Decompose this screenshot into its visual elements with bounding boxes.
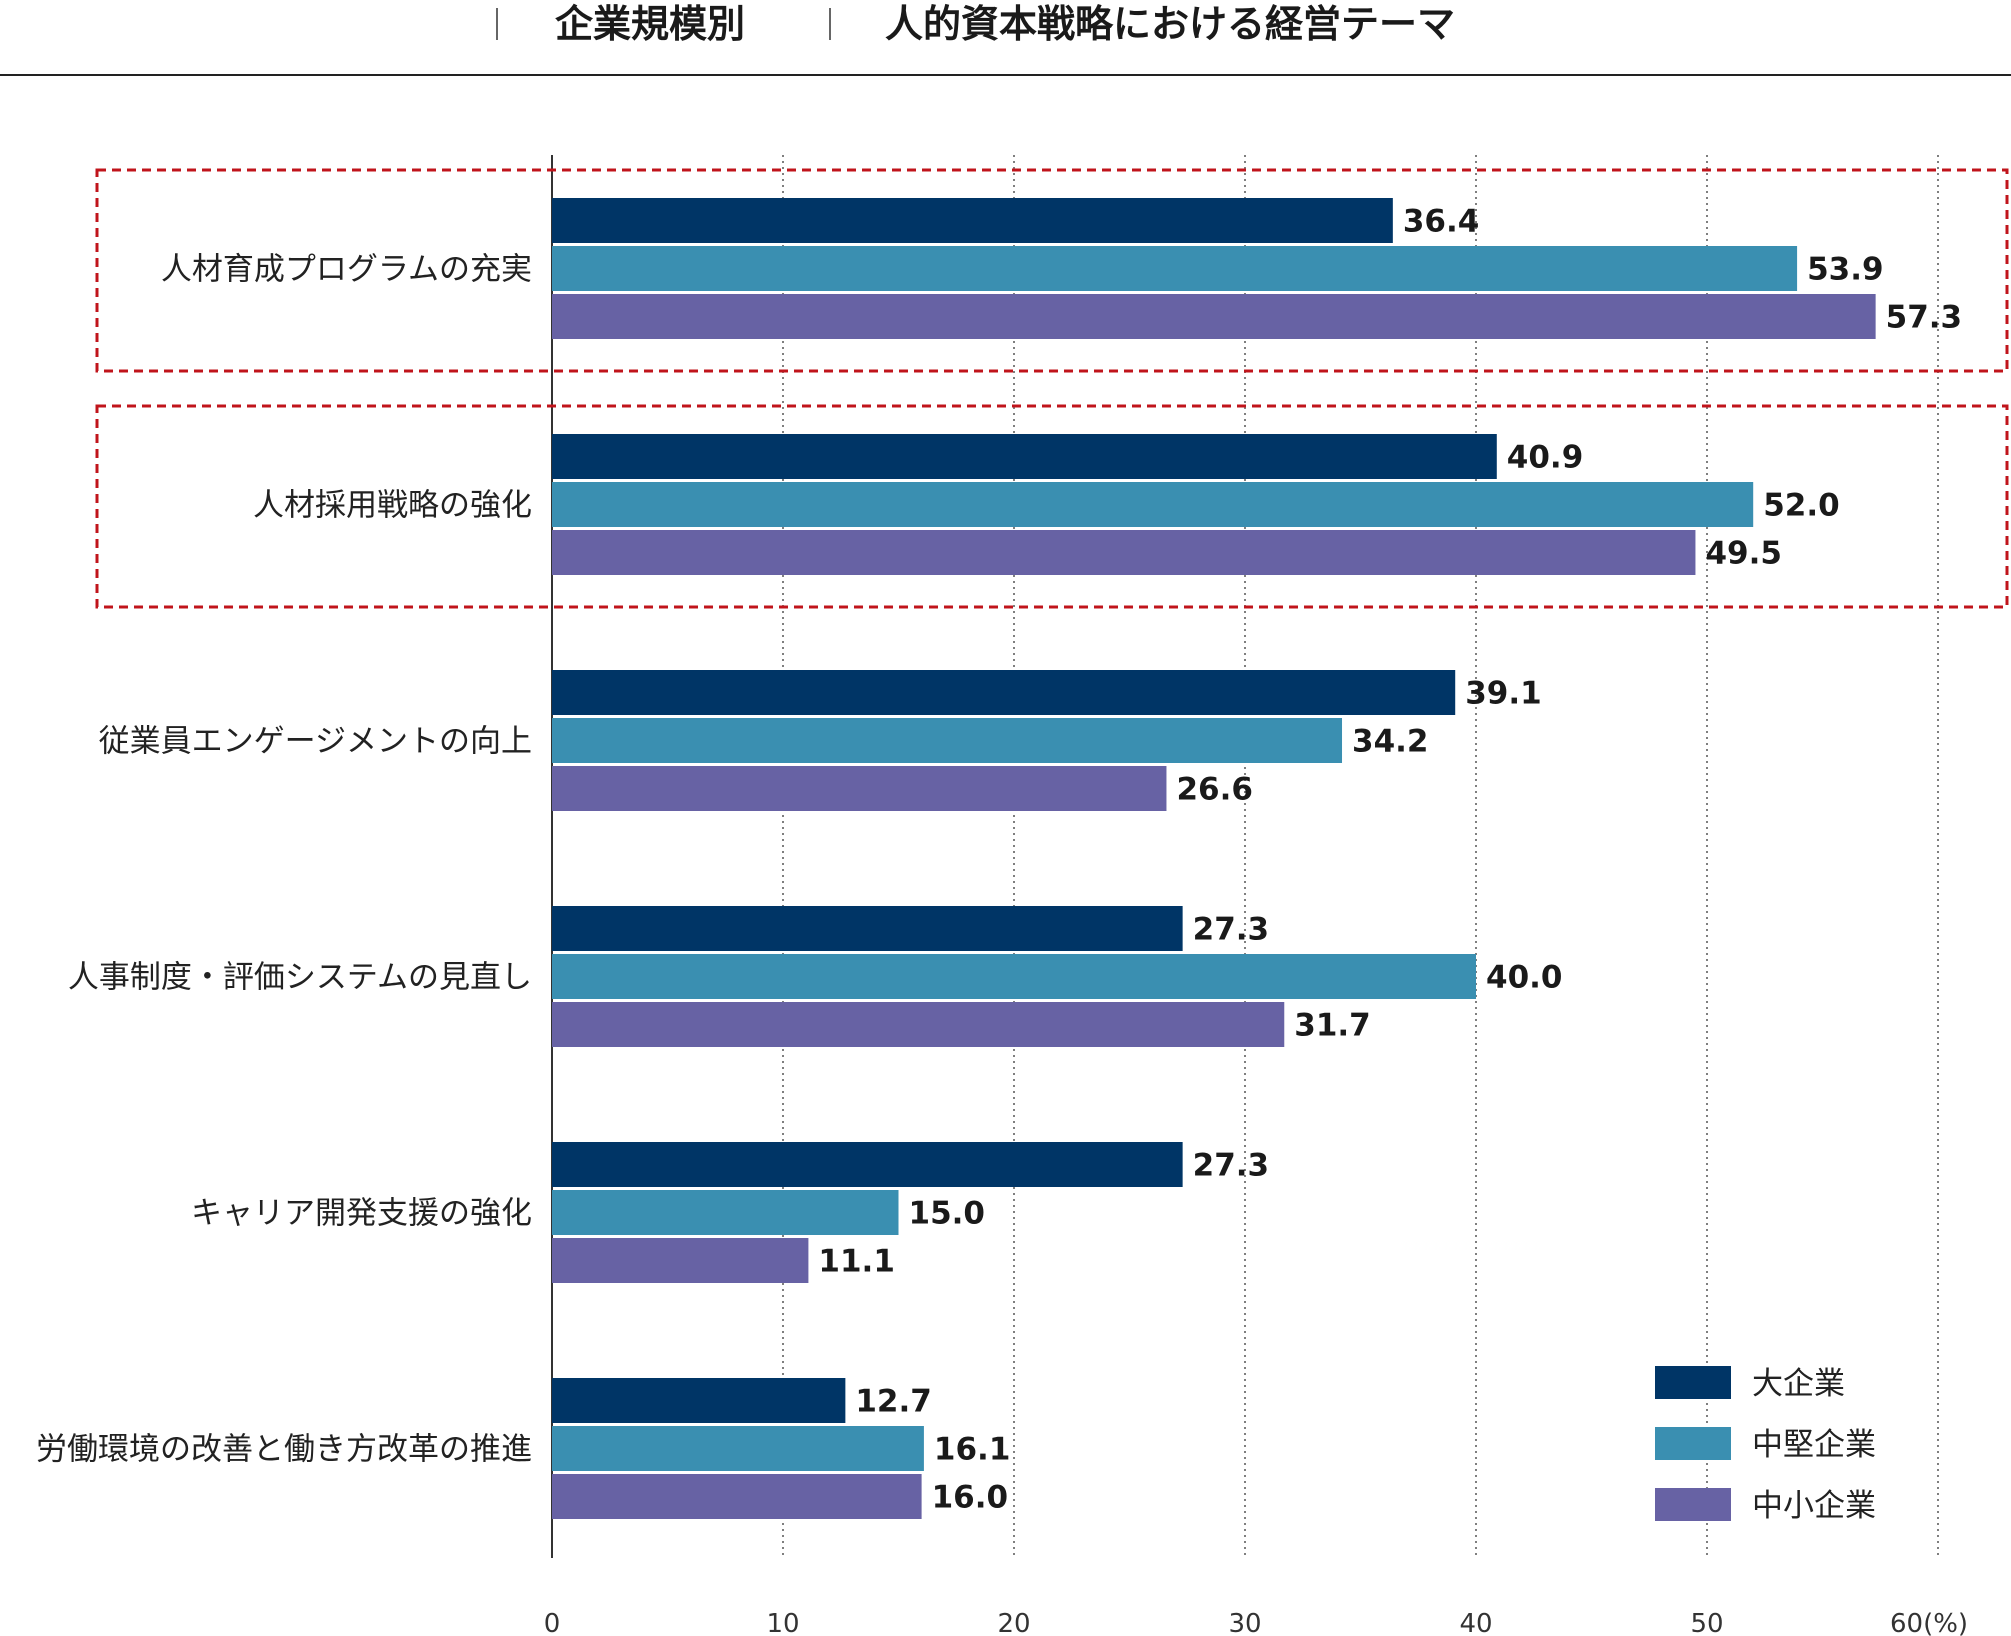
bar <box>552 954 1476 999</box>
category-label: 労働環境の改善と働き方改革の推進 <box>36 1432 532 1468</box>
bar <box>552 1378 846 1423</box>
tick-label: 40 <box>1459 1609 1492 1636</box>
bar <box>552 294 1876 339</box>
legend-swatch <box>1655 1488 1731 1521</box>
category-label: 人事制度・評価システムの見直し <box>68 960 532 996</box>
legend-swatch <box>1655 1427 1731 1460</box>
value-label: 52.0 <box>1763 488 1840 524</box>
value-label: 39.1 <box>1465 676 1542 712</box>
category-label: 人材育成プログラムの充実 <box>161 252 532 288</box>
bar <box>552 1426 924 1471</box>
value-label: 34.2 <box>1352 724 1429 760</box>
bar <box>552 1190 899 1235</box>
grid-lines <box>551 155 1939 1558</box>
bar <box>552 1238 809 1283</box>
bar <box>552 246 1798 291</box>
chart-header: 企業規模別 人的資本戦略における経営テーマ <box>0 2 2011 76</box>
tick-label: 30 <box>1228 1609 1261 1636</box>
category-labels: 人材育成プログラムの充実人材採用戦略の強化従業員エンゲージメントの向上人事制度・… <box>36 252 532 1468</box>
bar <box>552 530 1696 575</box>
value-label: 16.0 <box>932 1480 1009 1516</box>
axis-ticks: 0 10 20 30 40 50 60(%) <box>544 1609 1968 1636</box>
highlight-boxes <box>95 168 2009 609</box>
value-label: 31.7 <box>1294 1008 1371 1044</box>
value-label: 12.7 <box>855 1384 932 1420</box>
bar <box>552 434 1497 479</box>
category-title: 企業規模別 <box>555 2 745 46</box>
legend-label: 中堅企業 <box>1752 1427 1876 1463</box>
value-label: 57.3 <box>1886 300 1963 336</box>
category-label: 従業員エンゲージメントの向上 <box>99 724 532 760</box>
category-label: 人材採用戦略の強化 <box>253 488 532 524</box>
value-label: 36.4 <box>1403 204 1480 240</box>
bars <box>552 198 1876 1519</box>
bar <box>552 198 1393 243</box>
category-label: キャリア開発支援の強化 <box>191 1196 532 1232</box>
highlight-box <box>95 404 2009 609</box>
bar <box>552 482 1754 527</box>
value-label: 26.6 <box>1176 772 1253 808</box>
value-label: 27.3 <box>1193 1148 1270 1184</box>
value-labels: 36.4 53.957.3 40.9 52.0 49.5 39.1 34.2 26.6 27.3… <box>818 204 1962 1516</box>
value-label: 16.1 <box>934 1432 1011 1468</box>
value-label: 15.0 <box>909 1196 986 1232</box>
tick-label: 50 <box>1690 1609 1723 1636</box>
tick-label: 0 <box>544 1609 561 1636</box>
tick-label: 60(%) <box>1890 1609 1968 1636</box>
bar <box>552 766 1167 811</box>
bar <box>552 670 1456 715</box>
bar <box>552 1142 1183 1187</box>
value-label: 40.0 <box>1486 960 1563 996</box>
value-label: 53.9 <box>1807 252 1884 288</box>
legend-swatch <box>1655 1366 1731 1399</box>
tick-label: 20 <box>997 1609 1030 1636</box>
bar <box>552 1002 1285 1047</box>
legend-label: 大企業 <box>1752 1366 1845 1402</box>
value-label: 27.3 <box>1193 912 1270 948</box>
chart-title: 人的資本戦略における経営テーマ <box>885 2 1455 46</box>
bar <box>552 906 1183 951</box>
tick-label: 10 <box>766 1609 799 1636</box>
value-label: 11.1 <box>818 1244 895 1280</box>
legend-label: 中小企業 <box>1752 1488 1876 1524</box>
bar <box>552 718 1343 763</box>
value-label: 49.5 <box>1705 536 1782 572</box>
highlight-box <box>95 168 2009 373</box>
value-label: 40.9 <box>1507 440 1584 476</box>
bar <box>552 1474 922 1519</box>
